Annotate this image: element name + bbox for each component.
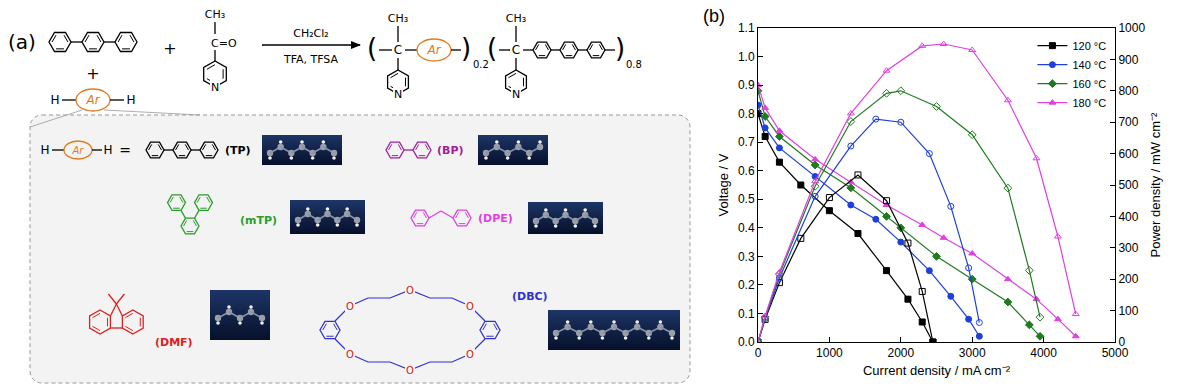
svg-text:Ar: Ar <box>85 93 100 107</box>
svg-text:N: N <box>512 88 520 101</box>
svg-text:900: 900 <box>1118 53 1138 67</box>
svg-text:Ar: Ar <box>426 43 441 57</box>
svg-text:200: 200 <box>1118 272 1138 286</box>
svg-text:(a): (a) <box>8 30 36 54</box>
svg-text:Ar: Ar <box>72 145 85 156</box>
svg-text:1.0: 1.0 <box>738 50 755 64</box>
svg-text:O: O <box>466 301 474 312</box>
svg-text:0.3: 0.3 <box>738 250 755 264</box>
svg-text:800: 800 <box>1118 84 1138 98</box>
svg-text:O: O <box>406 285 414 296</box>
svg-text:O: O <box>346 349 354 360</box>
svg-text:+: + <box>163 39 176 58</box>
svg-text:2000: 2000 <box>887 346 914 360</box>
svg-text:CH₃: CH₃ <box>205 8 225 21</box>
svg-text:(mTP): (mTP) <box>240 214 277 227</box>
svg-text:0.8: 0.8 <box>738 107 755 121</box>
svg-text:(DPE): (DPE) <box>478 212 513 225</box>
svg-text:O: O <box>466 349 474 360</box>
svg-text:0.0: 0.0 <box>738 335 755 349</box>
svg-text:3000: 3000 <box>959 346 986 360</box>
svg-text:O: O <box>406 365 414 376</box>
svg-text:(b): (b) <box>703 6 725 26</box>
svg-text:300: 300 <box>1118 241 1138 255</box>
svg-text:0.6: 0.6 <box>738 164 755 178</box>
svg-text:0.5: 0.5 <box>738 192 755 206</box>
svg-text:1000: 1000 <box>1118 21 1145 35</box>
svg-text:(TP): (TP) <box>225 144 251 157</box>
svg-text:0.2: 0.2 <box>473 58 489 70</box>
svg-text:CH₃: CH₃ <box>506 12 526 25</box>
svg-text:H: H <box>50 93 59 107</box>
svg-text:H: H <box>126 93 135 107</box>
svg-text:(BP): (BP) <box>437 144 464 157</box>
svg-text:0.9: 0.9 <box>738 78 755 92</box>
svg-text:CH₂Cl₂: CH₂Cl₂ <box>293 27 329 40</box>
svg-text:CH₃: CH₃ <box>388 12 408 25</box>
svg-text:500: 500 <box>1118 178 1138 192</box>
svg-text:120 °C: 120 °C <box>1072 40 1106 52</box>
svg-text:5000: 5000 <box>1102 346 1129 360</box>
svg-text:Power density / mW cm⁻²: Power density / mW cm⁻² <box>1148 112 1163 258</box>
svg-text:): ) <box>461 33 471 63</box>
svg-text:C: C <box>394 43 402 57</box>
svg-text:1.1: 1.1 <box>738 21 755 35</box>
svg-text:4000: 4000 <box>1030 346 1057 360</box>
svg-text:0.2: 0.2 <box>738 278 755 292</box>
svg-text:(: ( <box>487 33 497 63</box>
svg-text:C: C <box>512 43 520 57</box>
svg-text:0.1: 0.1 <box>738 307 755 321</box>
svg-text:=: = <box>119 142 131 158</box>
svg-text:1000: 1000 <box>816 346 843 360</box>
svg-text:0: 0 <box>1118 335 1125 349</box>
svg-text:N: N <box>211 81 219 94</box>
svg-text:O: O <box>346 301 354 312</box>
svg-text:400: 400 <box>1118 210 1138 224</box>
svg-text:TFA, TFSA: TFA, TFSA <box>283 53 339 66</box>
svg-text:H: H <box>103 143 112 157</box>
svg-text:160 °C: 160 °C <box>1072 78 1106 90</box>
svg-text:(DMF): (DMF) <box>155 336 193 349</box>
svg-text:600: 600 <box>1118 147 1138 161</box>
svg-text:): ) <box>615 33 625 63</box>
svg-text:+: + <box>86 64 99 83</box>
svg-text:H: H <box>40 143 49 157</box>
svg-text:0: 0 <box>755 346 762 360</box>
svg-text:N: N <box>394 88 402 101</box>
svg-text:700: 700 <box>1118 115 1138 129</box>
svg-text:(: ( <box>367 33 377 63</box>
svg-text:C=O: C=O <box>211 37 237 50</box>
svg-text:Voltage / V: Voltage / V <box>716 153 731 216</box>
svg-text:0.4: 0.4 <box>738 221 755 235</box>
svg-text:180 °C: 180 °C <box>1072 97 1106 109</box>
svg-text:Current density / mA cm⁻²: Current density / mA cm⁻² <box>863 363 1011 378</box>
svg-text:0.7: 0.7 <box>738 135 755 149</box>
svg-text:100: 100 <box>1118 304 1138 318</box>
svg-text:140 °C: 140 °C <box>1072 59 1106 71</box>
svg-text:(DBC): (DBC) <box>512 290 548 303</box>
svg-text:0.8: 0.8 <box>626 59 642 70</box>
